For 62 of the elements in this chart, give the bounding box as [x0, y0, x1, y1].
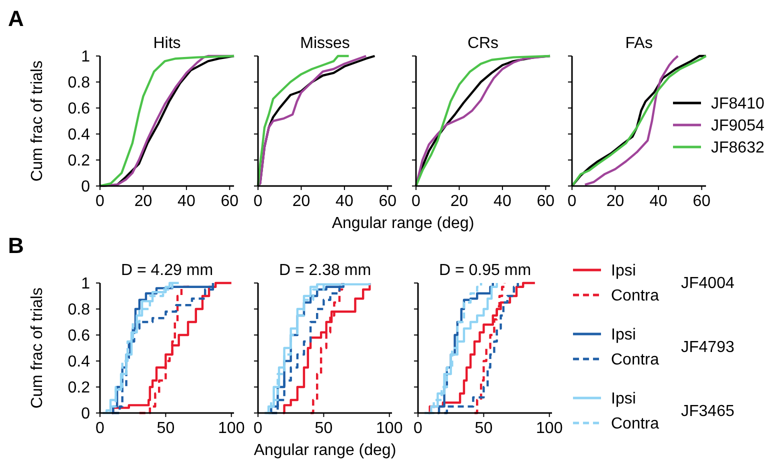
- x-axis-title: Angular range (deg): [332, 215, 474, 232]
- text: JF3465: [681, 403, 734, 420]
- legend-label: Contra: [611, 288, 660, 305]
- text: A: [8, 6, 24, 31]
- text: JF4004: [681, 275, 734, 292]
- chart-title: Hits: [153, 35, 181, 52]
- legend-label: Contra: [611, 352, 660, 369]
- chart-title: FAs: [625, 35, 653, 52]
- x-tick-label: 0: [96, 193, 105, 210]
- x-tick-label: 0: [412, 193, 421, 210]
- x-tick-label: 40: [178, 193, 196, 210]
- x-tick-label: 0: [254, 420, 263, 437]
- y-tick-label: 1: [81, 276, 90, 293]
- legend-label: JF8410: [711, 96, 764, 113]
- x-tick-label: 40: [494, 193, 512, 210]
- x-tick-label: 40: [650, 193, 668, 210]
- x-tick-label: 20: [450, 193, 468, 210]
- y-tick-label: 0.4: [68, 126, 90, 144]
- x-tick-label: 50: [474, 420, 493, 437]
- x-tick-label: 60: [536, 193, 555, 210]
- y-tick-label: 0.2: [68, 152, 90, 170]
- chart-title: Misses: [300, 35, 350, 52]
- chart-title: D = 0.95 mm: [438, 262, 532, 279]
- y-tick-label: 0.4: [68, 354, 90, 371]
- y-tick-label: 0.8: [68, 302, 90, 319]
- x-tick-label: 40: [336, 193, 354, 210]
- x-tick-label: 0: [96, 420, 105, 437]
- legend-label: JF8632: [711, 140, 764, 157]
- y-tick-label: 0.6: [68, 328, 90, 345]
- legend-label: Contra: [611, 416, 660, 433]
- y-tick-label: 1: [81, 48, 90, 66]
- chart-title: D = 4.29 mm: [120, 262, 214, 279]
- legend-label: Ipsi: [611, 390, 636, 408]
- x-tick-label: 60: [220, 193, 239, 210]
- y-tick-label: 0: [81, 178, 90, 196]
- x-tick-label: 50: [156, 420, 175, 437]
- y-tick-label: 0: [81, 406, 90, 423]
- y-axis-title: Cum frac of trials: [29, 60, 46, 182]
- y-axis-title: Cum frac of trials: [29, 288, 46, 408]
- x-tick-label: 20: [606, 193, 624, 210]
- x-tick-label: 60: [378, 193, 397, 210]
- chart-title: D = 2.38 mm: [278, 262, 372, 279]
- x-axis-title: Angular range (deg): [254, 442, 396, 459]
- legend-label: JF9054: [711, 118, 764, 135]
- x-tick-label: 20: [292, 193, 310, 210]
- y-tick-label: 0.6: [68, 100, 90, 118]
- x-tick-label: 20: [134, 193, 152, 210]
- x-tick-label: 100: [218, 420, 245, 437]
- text: JF4793: [681, 339, 734, 356]
- chart-title: CRs: [467, 35, 499, 52]
- x-tick-label: 100: [536, 420, 563, 437]
- legend-label: Ipsi: [611, 326, 636, 344]
- x-tick-label: 50: [314, 420, 333, 437]
- x-tick-label: 60: [692, 193, 711, 210]
- x-tick-label: 0: [254, 193, 263, 210]
- x-tick-label: 0: [414, 420, 423, 437]
- legend-label: Ipsi: [611, 262, 636, 280]
- x-tick-label: 0: [568, 193, 577, 210]
- y-tick-label: 0.2: [68, 380, 90, 397]
- x-tick-label: 100: [376, 420, 403, 437]
- text: B: [8, 233, 24, 258]
- y-tick-label: 0.8: [68, 74, 90, 92]
